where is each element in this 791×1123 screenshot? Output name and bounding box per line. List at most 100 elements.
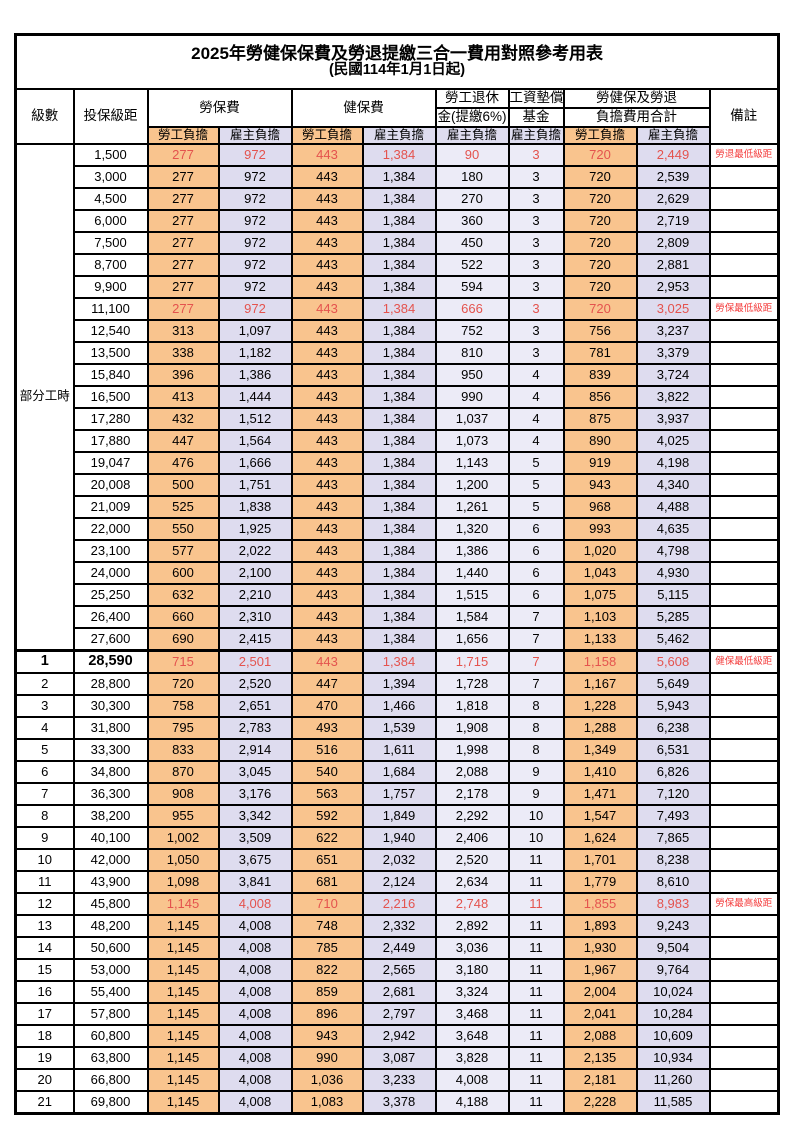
cell-labor-employer: 2,210 [217, 583, 293, 607]
cell-wage-fund-employer: 11 [507, 1002, 565, 1026]
cell-remark [708, 319, 780, 343]
cell-pension-employer: 1,261 [434, 495, 510, 519]
cell-pension-employer: 2,178 [434, 782, 510, 806]
cell-labor-employer: 3,342 [217, 804, 293, 828]
subheader-total-employer: 雇主負擔 [635, 126, 711, 145]
cell-labor-employee: 525 [146, 495, 220, 519]
cell-insured-bracket: 30,300 [72, 694, 149, 718]
cell-level: 11 [14, 870, 75, 894]
cell-labor-employee: 1,145 [146, 1024, 220, 1048]
cell-health-employee: 443 [290, 495, 364, 519]
cell-total-employer: 2,449 [635, 143, 711, 167]
table-row: 13,500 338 1,182 443 1,384 810 3 781 3,379 [16, 341, 780, 365]
cell-labor-employee: 1,145 [146, 892, 220, 916]
cell-insured-bracket: 7,500 [72, 231, 149, 255]
page-title: 2025年勞健保保費及勞退提繳三合一費用對照參考用表 [191, 43, 603, 63]
cell-labor-employee: 277 [146, 209, 220, 233]
cell-total-employer: 10,609 [635, 1024, 711, 1048]
cell-health-employee: 443 [290, 539, 364, 563]
table-row: 11,100 277 972 443 1,384 666 3 720 3,025 勞保最低級距 [16, 297, 780, 321]
cell-health-employer: 1,384 [361, 495, 437, 519]
cell-total-employer: 3,724 [635, 363, 711, 387]
cell-wage-fund-employer: 3 [507, 165, 565, 189]
cell-remark [708, 870, 780, 894]
cell-insured-bracket: 42,000 [72, 848, 149, 872]
cell-insured-bracket: 6,000 [72, 209, 149, 233]
cell-wage-fund-employer: 3 [507, 297, 565, 321]
cell-total-employer: 2,629 [635, 187, 711, 211]
cell-remark [708, 1046, 780, 1070]
cell-health-employer: 1,384 [361, 649, 437, 674]
cell-health-employee: 443 [290, 451, 364, 475]
cell-health-employer: 1,384 [361, 363, 437, 387]
cell-insured-bracket: 13,500 [72, 341, 149, 365]
cell-labor-employee: 758 [146, 694, 220, 718]
cell-wage-fund-employer: 11 [507, 936, 565, 960]
cell-total-employee: 1,471 [562, 782, 638, 806]
cell-wage-fund-employer: 7 [507, 649, 565, 674]
cell-pension-employer: 360 [434, 209, 510, 233]
cell-insured-bracket: 3,000 [72, 165, 149, 189]
cell-remark [708, 363, 780, 387]
table-row: 20,008 500 1,751 443 1,384 1,200 5 943 4,340 [16, 473, 780, 497]
cell-labor-employee: 277 [146, 253, 220, 277]
cell-level: 8 [14, 804, 75, 828]
cell-wage-fund-employer: 3 [507, 275, 565, 299]
cell-insured-bracket: 40,100 [72, 826, 149, 850]
cell-health-employer: 1,940 [361, 826, 437, 850]
cell-remark [708, 936, 780, 960]
cell-health-employer: 1,611 [361, 738, 437, 762]
cell-level: 6 [14, 760, 75, 784]
cell-pension-employer: 3,648 [434, 1024, 510, 1048]
cell-pension-employer: 1,320 [434, 517, 510, 541]
cell-health-employer: 1,394 [361, 672, 437, 696]
header-bracket: 投保級距 [72, 88, 149, 145]
cell-pension-employer: 3,036 [434, 936, 510, 960]
cell-health-employee: 622 [290, 826, 364, 850]
cell-total-employer: 4,635 [635, 517, 711, 541]
cell-remark [708, 804, 780, 828]
cell-insured-bracket: 50,600 [72, 936, 149, 960]
subheader-labor-employer: 雇主負擔 [217, 126, 293, 145]
cell-insured-bracket: 22,000 [72, 517, 149, 541]
cell-labor-employer: 3,841 [217, 870, 293, 894]
header-wage-fund-line1: 工資墊償 [507, 88, 565, 109]
cell-total-employer: 5,649 [635, 672, 711, 696]
cell-pension-employer: 950 [434, 363, 510, 387]
cell-health-employee: 516 [290, 738, 364, 762]
cell-total-employer: 2,881 [635, 253, 711, 277]
cell-total-employee: 2,041 [562, 1002, 638, 1026]
header-pension-line1: 勞工退休 [434, 88, 510, 109]
cell-labor-employee: 1,098 [146, 870, 220, 894]
subheader-total-employee: 勞工負擔 [562, 126, 638, 145]
cell-wage-fund-employer: 5 [507, 473, 565, 497]
cell-labor-employer: 4,008 [217, 1068, 293, 1092]
cell-pension-employer: 1,200 [434, 473, 510, 497]
cell-labor-employee: 1,002 [146, 826, 220, 850]
cell-health-employee: 443 [290, 231, 364, 255]
cell-insured-bracket: 19,047 [72, 451, 149, 475]
cell-labor-employee: 1,145 [146, 980, 220, 1004]
cell-labor-employee: 600 [146, 561, 220, 585]
cell-pension-employer: 90 [434, 143, 510, 167]
cell-labor-employee: 660 [146, 605, 220, 629]
cell-health-employer: 1,384 [361, 539, 437, 563]
cell-labor-employer: 972 [217, 253, 293, 277]
cell-labor-employee: 500 [146, 473, 220, 497]
cell-pension-employer: 752 [434, 319, 510, 343]
cell-level: 21 [14, 1090, 75, 1115]
cell-pension-employer: 2,748 [434, 892, 510, 916]
cell-wage-fund-employer: 4 [507, 363, 565, 387]
cell-insured-bracket: 24,000 [72, 561, 149, 585]
cell-total-employer: 10,024 [635, 980, 711, 1004]
cell-wage-fund-employer: 4 [507, 385, 565, 409]
cell-labor-employer: 2,310 [217, 605, 293, 629]
cell-remark [708, 539, 780, 563]
cell-health-employer: 1,849 [361, 804, 437, 828]
cell-health-employer: 1,384 [361, 407, 437, 431]
cell-labor-employer: 2,914 [217, 738, 293, 762]
cell-health-employee: 443 [290, 143, 364, 167]
cell-level: 5 [14, 738, 75, 762]
cell-pension-employer: 3,468 [434, 1002, 510, 1026]
cell-total-employer: 2,539 [635, 165, 711, 189]
